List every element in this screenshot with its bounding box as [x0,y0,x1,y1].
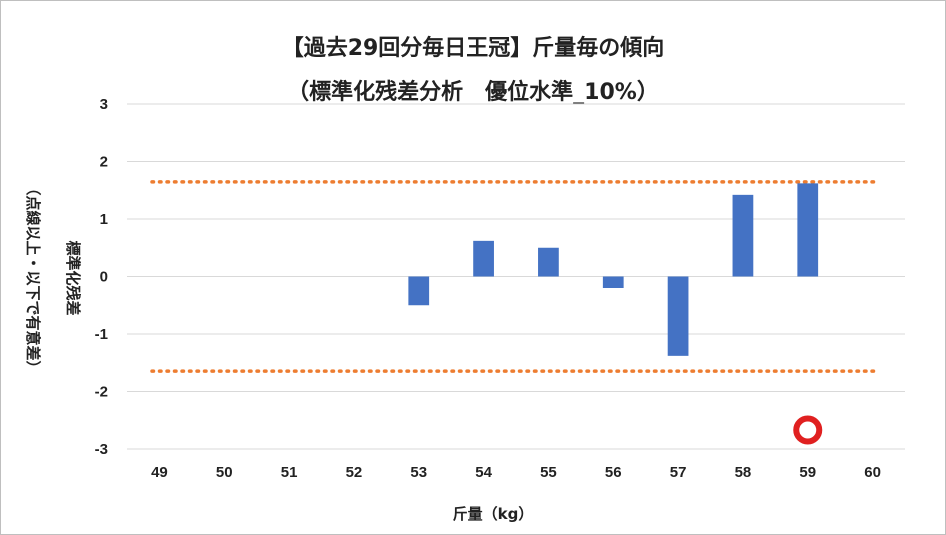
x-tick-label: 51 [281,464,298,481]
x-tick-label: 50 [216,464,233,481]
bars [408,183,819,356]
y-tick-label: -3 [95,441,108,458]
y-tick-label: 0 [100,269,108,286]
significance-thresholds [150,180,878,373]
bar-57 [667,276,689,356]
highlight-marker [793,415,823,445]
bar-53 [408,276,430,306]
x-tick-label: 56 [605,464,622,481]
markers [793,415,823,445]
bar-54 [473,240,494,277]
x-tick-label: 60 [864,464,881,481]
y-tick-labels: 3 2 1 0 -1 -2 -3 [95,96,108,458]
bar-59 [797,183,819,277]
y-tick-label: -1 [95,326,108,343]
x-tick-label: 57 [670,464,687,481]
x-tick-label: 58 [735,464,752,481]
y-tick-label: 1 [100,211,108,228]
bar-58 [732,194,754,277]
gridlines [127,103,905,450]
y-tick-label: 3 [100,96,108,113]
x-tick-label: 49 [151,464,168,481]
chart-title: 【過去29回分毎日王冠】斤量毎の傾向 [281,36,665,61]
x-tick-label: 59 [799,464,816,481]
y-axis-label: 標準化残差 [64,240,82,315]
chart-subtitle: （標準化残差分析 優位水準_10%） [287,80,659,105]
y-tick-label: 2 [100,154,108,171]
y-axis-note: （点線以上・以下で有意差） [24,180,42,375]
x-tick-label: 54 [475,464,492,481]
bar-56 [602,276,624,288]
x-axis-label: 斤量（kg） [453,505,534,523]
x-tick-labels: 49 50 51 52 53 54 55 56 57 58 59 60 [151,464,881,481]
x-tick-label: 52 [346,464,363,481]
y-tick-label: -2 [95,384,108,401]
bar-55 [538,247,559,277]
x-tick-label: 53 [410,464,427,481]
x-tick-label: 55 [540,464,557,481]
